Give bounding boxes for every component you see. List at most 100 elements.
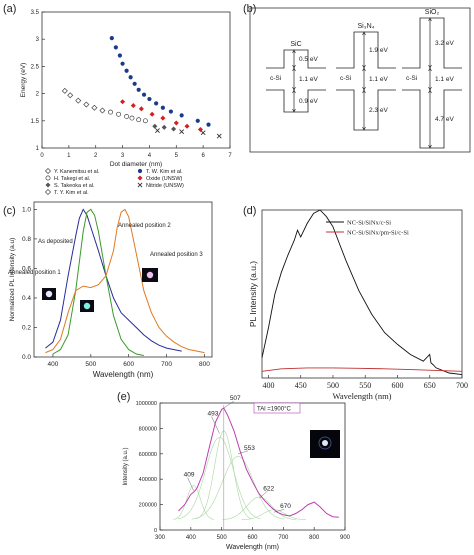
data-point (152, 123, 158, 129)
inset-photo-as-deposited-glow (45, 290, 53, 298)
valence-band-edge (402, 89, 462, 149)
x-tick-label: 700 (161, 361, 172, 368)
conduction-band-edge (402, 17, 462, 69)
data-point (206, 122, 211, 127)
x-tick-label: 6 (201, 153, 205, 159)
data-point (184, 123, 190, 129)
gaussian-component-493 (177, 436, 261, 520)
panel-e-pl-deconvolution: 300 400 500 600 700 800 900 0 200000 400000 600000… (123, 395, 351, 551)
y-tick-label: 0.4 (22, 295, 31, 302)
peak-label-leader (211, 416, 220, 434)
x-tick-label: 600 (123, 361, 134, 368)
data-point (44, 167, 52, 175)
vb-offset-arrow-heads (428, 89, 432, 149)
data-point (45, 182, 51, 188)
series-h-takegi-et-al- (108, 109, 148, 124)
peak-label-670: 670 (280, 503, 291, 510)
gap-label: 1.1 eV (369, 76, 388, 83)
x-tick-label: 500 (217, 535, 228, 541)
data-point (91, 104, 98, 111)
vb-offset-arrow-heads (362, 89, 366, 131)
data-point (109, 36, 114, 41)
inset-photo-glow (322, 440, 328, 446)
data-point (108, 109, 113, 115)
x-tick-label: 7 (228, 153, 232, 159)
data-point (179, 113, 184, 118)
gaussian-component-553 (191, 456, 285, 520)
legend-entry: Oxide (UNSW) (146, 176, 183, 182)
inset-photo-annealed-2-glow (83, 302, 91, 310)
peak-label-507: 507 (230, 395, 241, 402)
gaussian-component-409 (173, 485, 215, 520)
data-point (160, 105, 165, 110)
gap-label: 1.1 eV (299, 76, 318, 83)
y-tick-label: 0.8 (22, 236, 31, 243)
data-point (44, 188, 52, 196)
data-point (113, 45, 118, 50)
y-axis-title: PL Intensity (a.u.) (248, 261, 258, 327)
peak-label-leader (259, 491, 268, 499)
legend-entry: Nitride (UNSW) (146, 183, 184, 189)
panel-d-legend: NC-Si/SiNx/c-Si NC-Si/SiNx/pm-Si/c-Si (326, 220, 409, 237)
panel-e-label: (e) (117, 391, 130, 403)
annotation-annealed-2: Annealed position 2 (118, 223, 171, 229)
valence-band-edge (336, 89, 396, 131)
barrier-material-label: SiO₂ (425, 9, 440, 16)
data-point (124, 113, 130, 119)
peak-label-leader (274, 509, 285, 513)
x-axis-title: Wavelength (nm) (93, 370, 154, 379)
x-tick-label: 450 (295, 381, 307, 390)
cb-offset-label: 3.2 eV (435, 40, 454, 47)
data-point (136, 87, 141, 92)
inset-photo-annealed-3-glow (146, 271, 154, 279)
y-tick-label: 0.2 (22, 324, 31, 331)
data-point (120, 61, 125, 66)
y-tick-label: 1.0 (22, 206, 31, 213)
inset-label: TAl =1900°C (257, 407, 291, 413)
legend-entry: Y. Kanemitsu et al. (54, 169, 100, 175)
x-tick-label: 650 (424, 381, 436, 390)
y-tick-label: 1 (36, 146, 40, 152)
data-point (75, 97, 82, 104)
y-tick-label: 800000 (139, 426, 157, 432)
annotation-annealed-3: Annealed position 3 (150, 252, 203, 258)
series-line-nc-si-sinx-c-si (261, 209, 463, 376)
legend-entry: T. Y. Kim et al. (54, 190, 89, 196)
inset-photo-halo (318, 436, 332, 450)
x-tick-label: 300 (155, 535, 166, 541)
y-tick-label: 3 (36, 37, 40, 43)
x-tick-label: 3 (121, 153, 125, 159)
y-axis-title: Intensity (a.u.) (123, 447, 129, 485)
x-tick-label: 700 (456, 381, 468, 390)
y-tick-label: 0.6 (22, 265, 31, 272)
gaussian-component-622 (222, 496, 297, 520)
data-point (147, 96, 152, 102)
data-point (129, 115, 135, 121)
data-point (141, 92, 147, 97)
panel-a-plot-frame (41, 11, 231, 149)
data-point (179, 129, 185, 135)
legend-entry: S. Takeoka et al. (54, 183, 95, 189)
series-line-nc-si-sinx-pm-si-c-si (261, 367, 463, 372)
y-tick-label: 0 (154, 528, 157, 534)
band-column-2: 1.9 eV 1.1 eV 2.3 eV Si₃N₄ c-Si (336, 23, 396, 131)
x-tick-label: 400 (262, 381, 274, 390)
data-point (137, 168, 143, 174)
data-point (173, 120, 179, 126)
series-t-w-kim-et-al- (109, 36, 211, 127)
x-tick-label: 1 (67, 153, 71, 159)
series-y-kanemitsu-et-al- (61, 87, 106, 114)
legend-entry: T. W. Kim et al. (146, 169, 183, 175)
data-point (168, 109, 174, 114)
data-point (155, 128, 160, 134)
x-tick-label: 800 (309, 535, 320, 541)
data-point (67, 92, 74, 99)
panel-b-frame (249, 7, 471, 153)
peak-label-leader (237, 450, 249, 454)
data-point (83, 101, 90, 108)
series-nitride-unsw- (155, 128, 222, 139)
x-tick-label: 800 (199, 361, 210, 368)
data-point (149, 111, 155, 117)
